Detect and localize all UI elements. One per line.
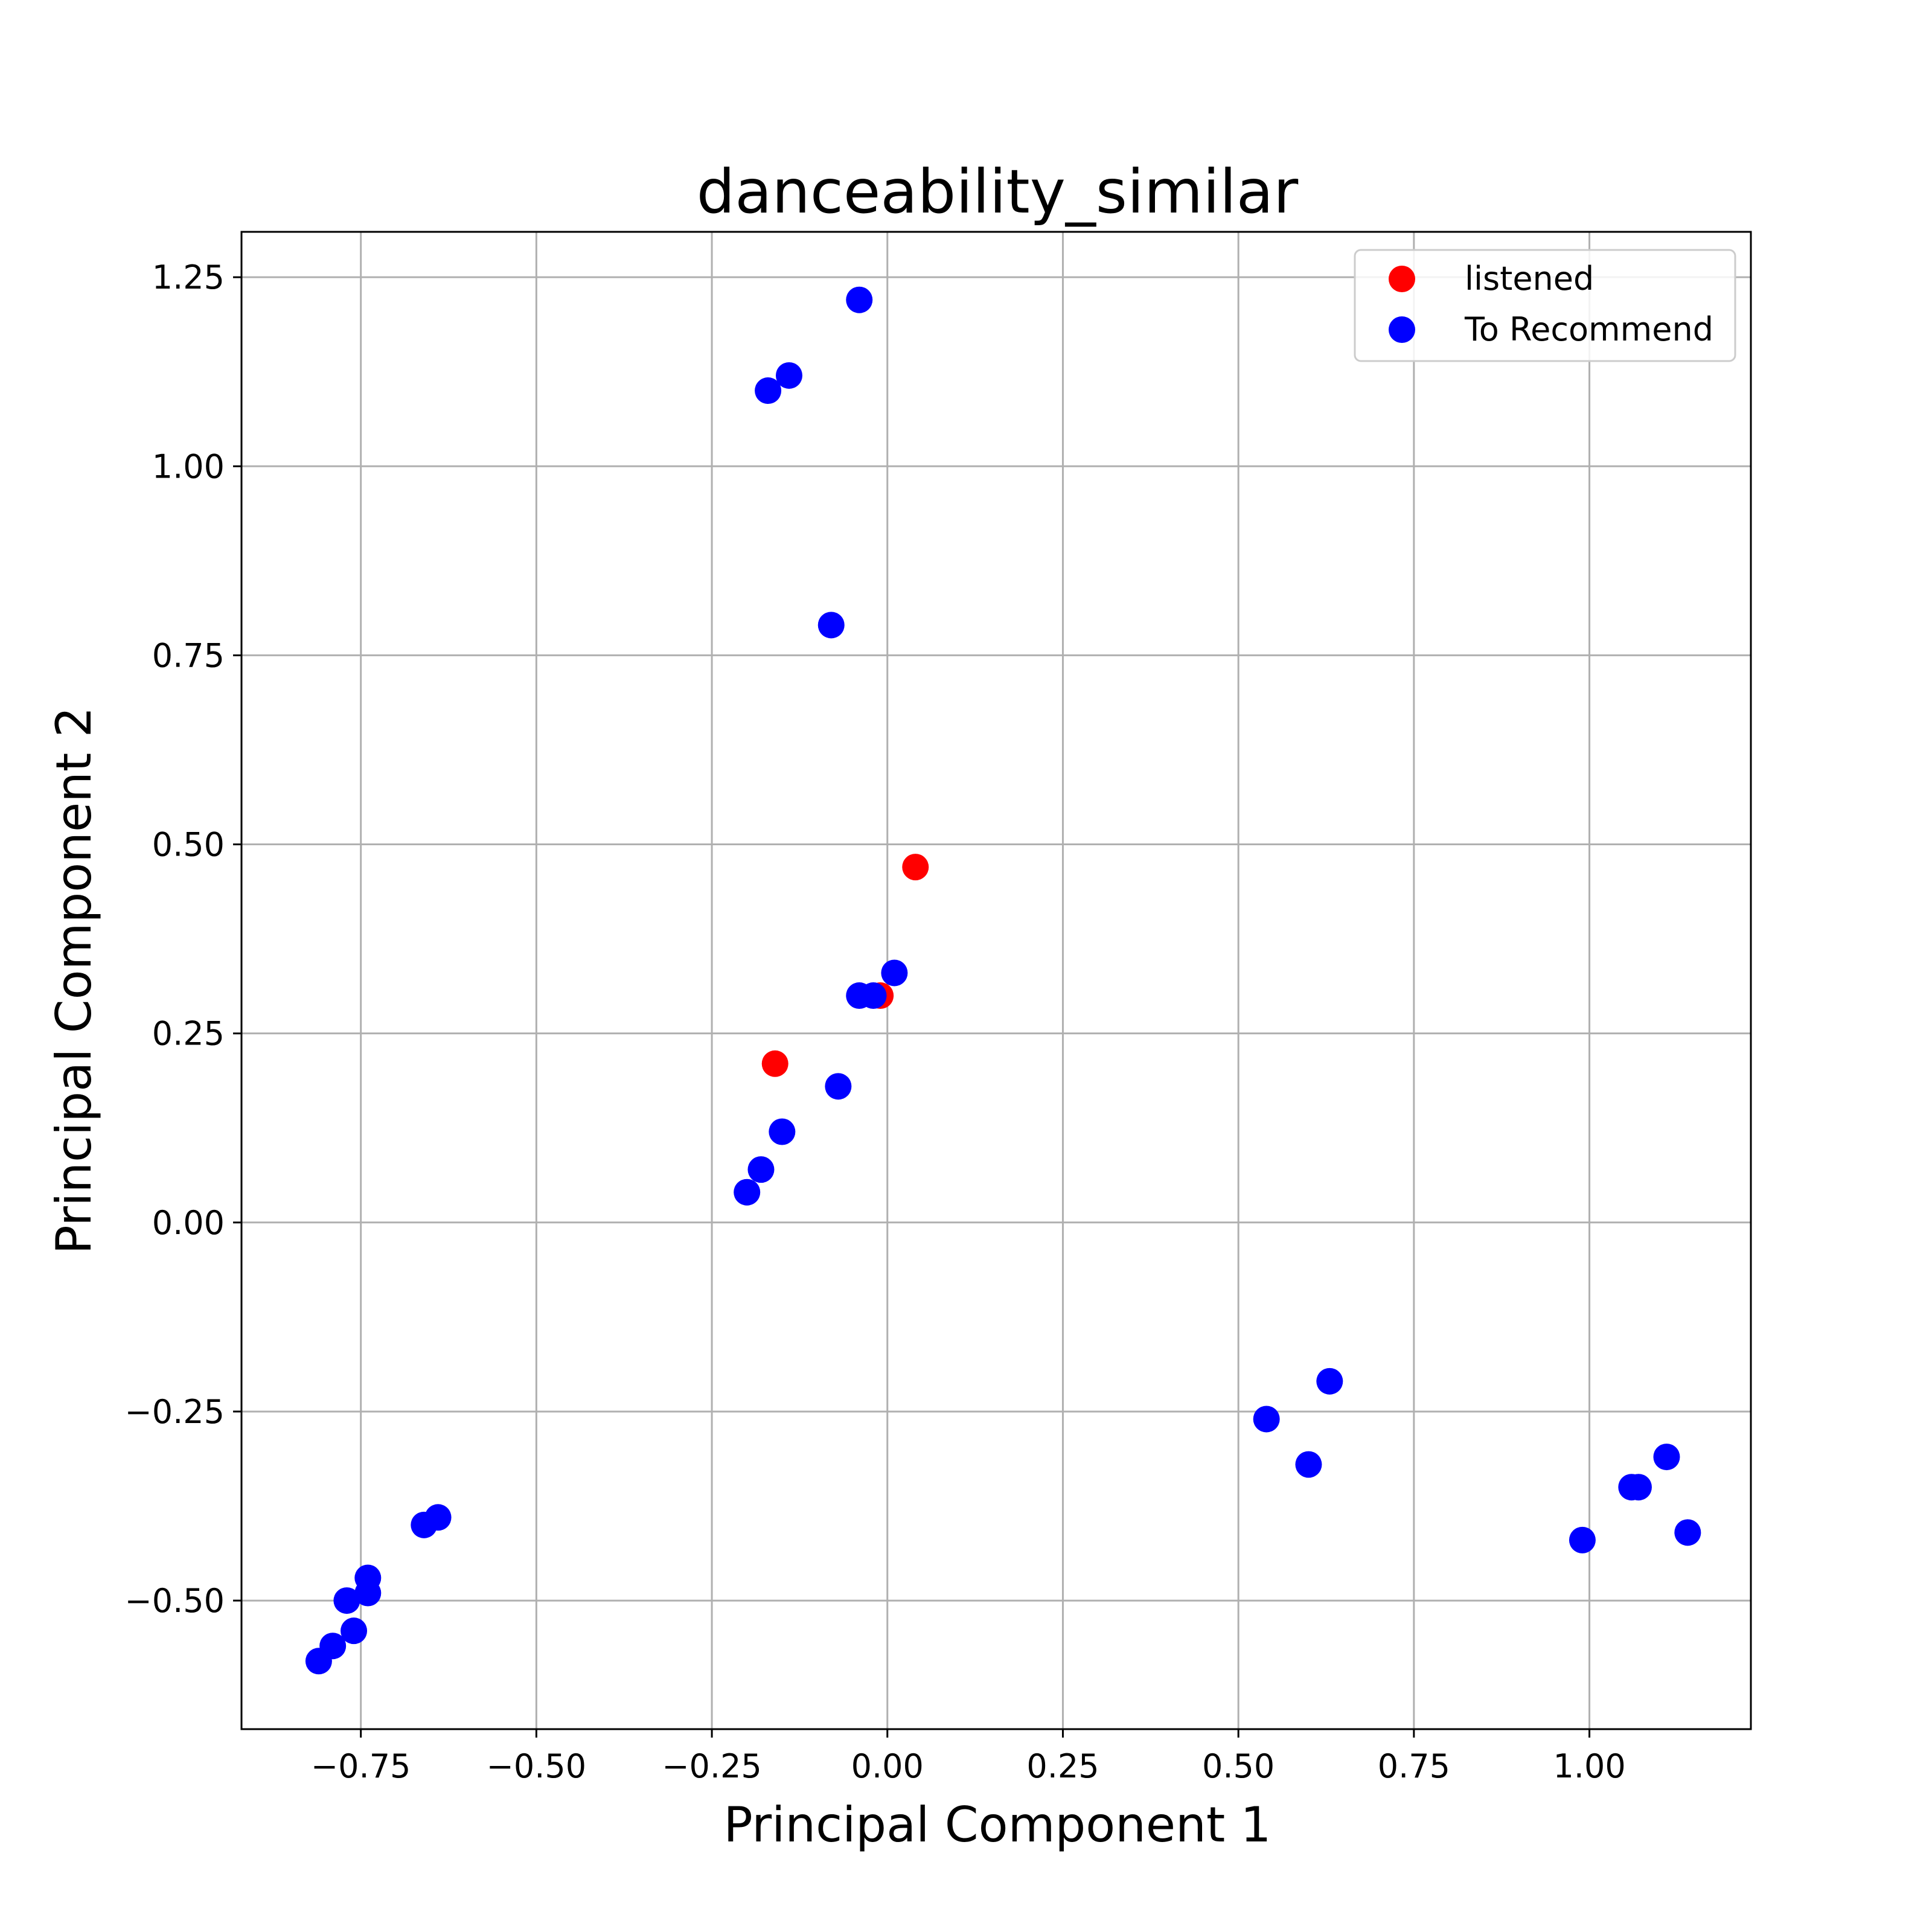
data-point-to-recommend <box>775 362 802 389</box>
data-point-to-recommend <box>1253 1406 1280 1433</box>
y-axis-ticks: −0.50 −0.25 0.00 0.25 0.50 0.75 1.00 1.25 <box>125 258 242 1620</box>
data-point-listened <box>902 854 929 881</box>
x-tick-label: 0.50 <box>1202 1747 1275 1785</box>
data-point-to-recommend <box>747 1156 775 1183</box>
y-axis-label: Principal Component 2 <box>46 706 102 1254</box>
data-point-to-recommend <box>1569 1526 1596 1553</box>
chart-title: danceability_similar <box>697 156 1299 227</box>
data-point-to-recommend <box>411 1511 438 1538</box>
x-axis-ticks: −0.75 −0.50 −0.25 0.00 0.25 0.50 0.75 1.00 <box>311 1729 1626 1785</box>
data-point-to-recommend <box>825 1073 852 1100</box>
y-tick-label: 1.25 <box>152 258 225 296</box>
x-tick-label: 1.00 <box>1553 1747 1625 1785</box>
data-point-to-recommend <box>341 1617 368 1645</box>
x-tick-label: 0.00 <box>851 1747 924 1785</box>
data-point-to-recommend <box>734 1179 761 1206</box>
data-point-to-recommend <box>769 1118 796 1145</box>
legend-label-to-recommend: To Recommend <box>1464 310 1713 348</box>
y-tick-label: 0.50 <box>152 826 225 864</box>
legend-label-listened: listened <box>1465 260 1594 298</box>
data-point-to-recommend <box>817 612 845 639</box>
data-point-to-recommend <box>1674 1519 1701 1546</box>
data-points <box>305 286 1701 1675</box>
y-tick-label: −0.50 <box>125 1582 225 1620</box>
data-point-to-recommend <box>1295 1451 1322 1478</box>
data-point-listened <box>761 1050 788 1077</box>
x-tick-label: 0.75 <box>1378 1747 1450 1785</box>
y-tick-label: 0.75 <box>152 636 225 674</box>
x-tick-label: −0.25 <box>662 1747 761 1785</box>
data-point-to-recommend <box>881 959 908 987</box>
data-point-to-recommend <box>354 1579 382 1607</box>
data-point-to-recommend <box>333 1587 360 1614</box>
data-point-to-recommend <box>1625 1474 1652 1501</box>
y-tick-label: 0.25 <box>152 1015 225 1053</box>
legend: listened To Recommend <box>1354 249 1736 362</box>
y-tick-label: 1.00 <box>152 447 225 485</box>
data-point-to-recommend <box>860 982 887 1009</box>
x-axis-label: Principal Component 1 <box>723 1797 1271 1853</box>
x-tick-label: −0.75 <box>311 1747 411 1785</box>
grid-lines <box>242 232 1751 1729</box>
legend-marker-to-recommend <box>1389 316 1415 343</box>
x-tick-label: −0.50 <box>487 1747 586 1785</box>
data-point-to-recommend <box>1653 1444 1680 1471</box>
y-tick-label: 0.00 <box>152 1204 225 1242</box>
data-point-to-recommend <box>1316 1367 1343 1395</box>
legend-marker-listened <box>1389 266 1415 292</box>
data-point-to-recommend <box>846 286 873 313</box>
data-point-to-recommend <box>305 1648 332 1675</box>
y-tick-label: −0.25 <box>125 1393 225 1431</box>
data-point-to-recommend <box>755 377 782 405</box>
x-tick-label: 0.25 <box>1026 1747 1099 1785</box>
plot-frame <box>240 231 1752 1730</box>
legend-box <box>1354 249 1736 362</box>
